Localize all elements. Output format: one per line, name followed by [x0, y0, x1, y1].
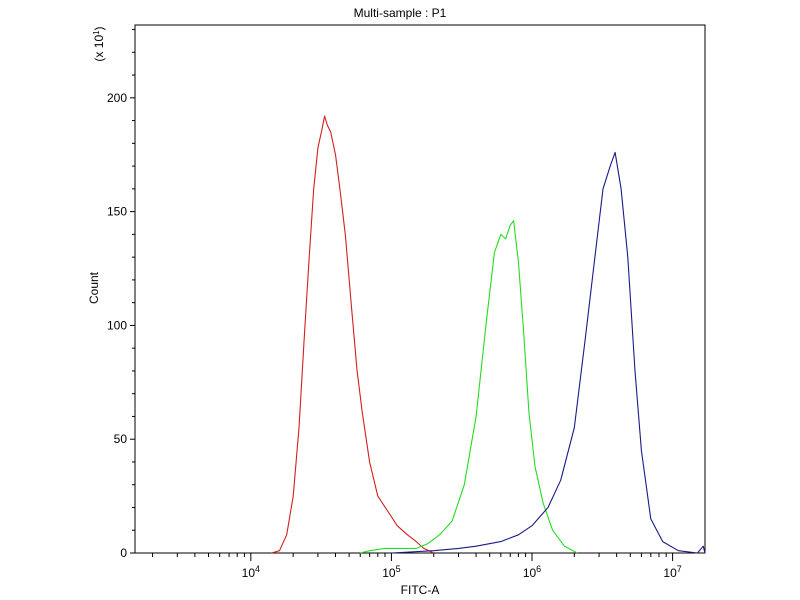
series-line-1: [271, 115, 434, 554]
x-tick-base: 10: [663, 566, 677, 580]
y-tick-label: 0: [120, 546, 127, 560]
y-tick-label: 150: [107, 205, 127, 219]
x-tick-base: 10: [382, 566, 396, 580]
x-tick-label: 105: [382, 564, 400, 580]
series-line-2: [360, 220, 578, 554]
x-tick-label: 104: [242, 564, 260, 580]
x-tick-exponent: 6: [536, 564, 541, 574]
y-axis-multiplier: (x 101): [92, 26, 107, 61]
y-tick-label: 200: [107, 91, 127, 105]
y-axis-label: Count: [87, 271, 101, 304]
series-layer: [271, 115, 706, 554]
series-line-3: [391, 151, 706, 554]
x-tick-exponent: 4: [255, 564, 260, 574]
chart-title: Multi-sample : P1: [354, 6, 447, 20]
y-tick-label: 100: [107, 318, 127, 332]
x-axis-label: FITC-A: [401, 583, 440, 597]
y-multiplier-close: ): [92, 26, 106, 30]
plot-frame: [134, 24, 706, 554]
x-tick-exponent: 5: [396, 564, 401, 574]
y-tick-label: 50: [114, 432, 128, 446]
x-tick-exponent: 7: [677, 564, 682, 574]
y-multiplier-exponent: 1: [92, 30, 101, 35]
x-axis-ticks: 104 105 106 107: [152, 553, 682, 580]
x-tick-label: 107: [663, 564, 681, 580]
x-tick-base: 10: [523, 566, 537, 580]
x-tick-base: 10: [242, 566, 256, 580]
x-tick-label: 106: [523, 564, 541, 580]
y-axis-ticks: 0 50 100 150 200: [107, 29, 135, 560]
y-multiplier-text: (x 10: [92, 35, 106, 62]
